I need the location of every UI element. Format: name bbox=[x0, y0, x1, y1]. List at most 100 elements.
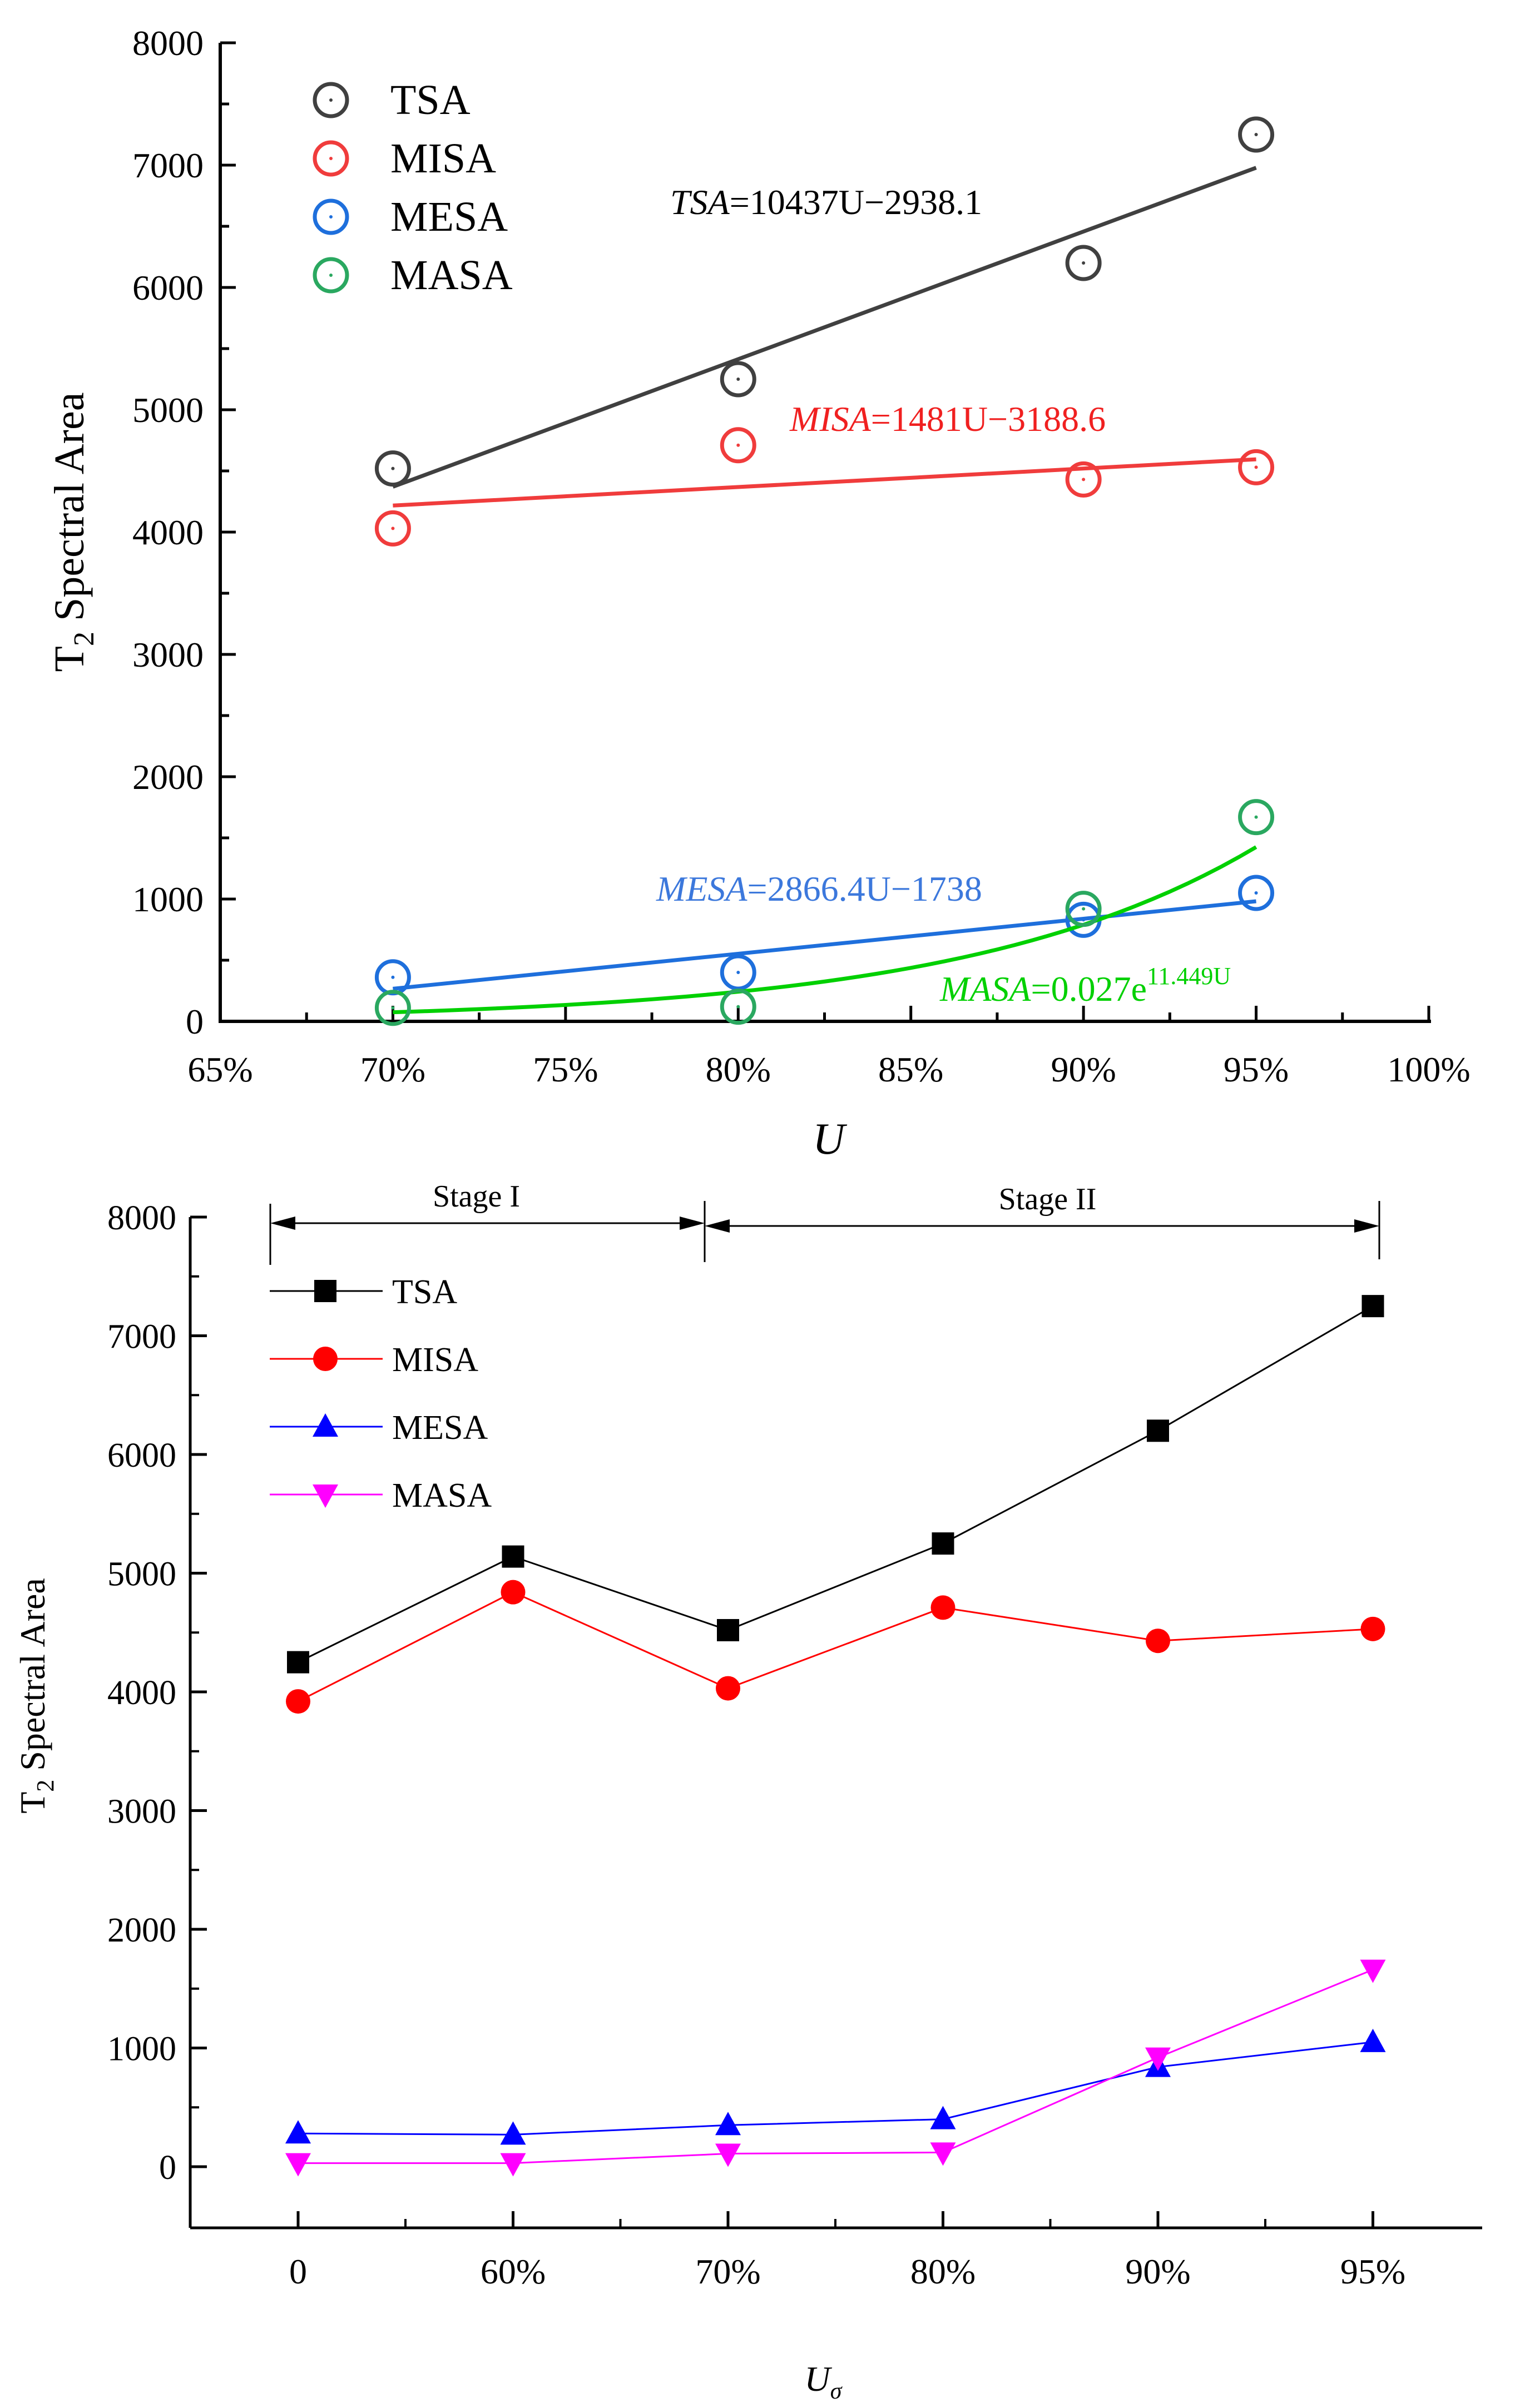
series-line-misa bbox=[298, 1591, 1373, 1702]
data-point-mesa bbox=[1360, 2028, 1386, 2052]
arrow-right-icon bbox=[680, 1217, 705, 1230]
fit-equation-masa: MASA=0.027e11.449U bbox=[939, 962, 1231, 1009]
legend-label: TSA bbox=[390, 77, 471, 123]
data-point-masa bbox=[1065, 891, 1102, 927]
data-point-center bbox=[1082, 918, 1086, 922]
data-point-misa bbox=[1146, 1628, 1170, 1654]
y-axis-label: T2 Spectral Area bbox=[13, 1578, 59, 1814]
legend-marker-mesa bbox=[313, 1413, 338, 1437]
data-point-tsa bbox=[1147, 1419, 1169, 1442]
legend-label: MESA bbox=[390, 193, 508, 240]
data-point-center bbox=[1082, 261, 1086, 265]
series-line-masa bbox=[298, 1969, 1374, 2164]
y-tick-label: 0 bbox=[186, 1002, 204, 1041]
data-point-mesa bbox=[500, 2121, 526, 2145]
legend-marker-masa bbox=[313, 257, 349, 294]
data-point-masa bbox=[715, 2143, 741, 2167]
equation-text: 11.449U bbox=[1147, 962, 1231, 990]
data-point-center bbox=[1254, 465, 1258, 469]
data-point-center bbox=[1082, 907, 1086, 911]
equation-text: =0.027e bbox=[1031, 969, 1147, 1009]
x-tick-label: 65% bbox=[187, 1050, 252, 1089]
equation-text: MESA bbox=[656, 869, 747, 908]
legend-marker-center bbox=[329, 215, 333, 219]
legend-marker-center bbox=[329, 157, 333, 160]
series-line-mesa bbox=[298, 2041, 1373, 2136]
data-point-masa bbox=[285, 2153, 311, 2177]
data-point-center bbox=[1082, 478, 1086, 481]
data-point-masa bbox=[1145, 2047, 1171, 2071]
y-tick-label: 6000 bbox=[107, 1437, 176, 1474]
legend-marker-tsa bbox=[313, 82, 349, 118]
data-point-tsa bbox=[717, 1618, 739, 1641]
data-point-center bbox=[736, 971, 740, 974]
legend-label: MISA bbox=[390, 135, 496, 182]
data-point-center bbox=[736, 378, 740, 381]
y-tick-label: 4000 bbox=[107, 1674, 176, 1712]
legend-marker-misa bbox=[313, 1347, 338, 1371]
x-tick-label: 0 bbox=[289, 2252, 307, 2291]
fit-line-masa bbox=[393, 845, 1257, 1015]
y-tick-label: 7000 bbox=[107, 1318, 176, 1356]
data-point-misa bbox=[501, 1580, 526, 1605]
x-tick-label: 80% bbox=[910, 2252, 976, 2291]
arrow-left-icon bbox=[705, 1219, 730, 1233]
data-point-masa bbox=[1238, 799, 1275, 836]
equation-text: MISA bbox=[789, 399, 872, 439]
x-tick-label: 75% bbox=[533, 1050, 598, 1089]
legend-marker-masa bbox=[313, 1484, 338, 1508]
legend-label: MASA bbox=[392, 1477, 492, 1515]
data-point-masa bbox=[374, 990, 411, 1026]
legend-label: MASA bbox=[390, 252, 513, 299]
stage-label: Stage II bbox=[999, 1182, 1097, 1217]
x-axis-label: U bbox=[813, 1115, 848, 1164]
fit-line-tsa bbox=[392, 166, 1257, 489]
data-point-mesa bbox=[715, 2112, 741, 2136]
data-point-misa bbox=[720, 427, 756, 464]
legend-marker-tsa bbox=[314, 1280, 336, 1302]
data-point-center bbox=[736, 1005, 740, 1009]
data-point-misa bbox=[716, 1676, 740, 1701]
y-tick-label: 5000 bbox=[132, 390, 204, 430]
data-point-center bbox=[1254, 815, 1258, 819]
y-tick-label: 2000 bbox=[132, 757, 204, 797]
data-point-tsa bbox=[720, 361, 756, 398]
y-tick-label: 6000 bbox=[132, 268, 204, 307]
fit-equation-misa: MISA=1481U−3188.6 bbox=[789, 399, 1106, 439]
data-point-mesa bbox=[930, 2106, 956, 2129]
x-tick-label: 70% bbox=[695, 2252, 760, 2291]
data-point-misa bbox=[1238, 449, 1275, 485]
legend-marker-center bbox=[329, 274, 333, 277]
data-point-misa bbox=[286, 1689, 310, 1714]
data-point-masa bbox=[500, 2153, 526, 2177]
arrow-left-icon bbox=[270, 1217, 295, 1230]
data-point-misa bbox=[374, 510, 411, 547]
fit-equation-mesa: MESA=2866.4U−1738 bbox=[656, 869, 982, 908]
data-point-mesa bbox=[1238, 875, 1275, 911]
x-tick-label: 85% bbox=[878, 1050, 943, 1089]
equation-text: =1481U−3188.6 bbox=[871, 399, 1106, 439]
data-point-misa bbox=[1065, 461, 1102, 498]
legend-label: MISA bbox=[392, 1341, 478, 1379]
y-tick-label: 3000 bbox=[132, 635, 204, 674]
x-tick-label: 90% bbox=[1051, 1050, 1116, 1089]
series-line-tsa bbox=[298, 1305, 1374, 1663]
equation-text: =10437U−2938.1 bbox=[730, 182, 982, 222]
y-tick-label: 4000 bbox=[132, 513, 204, 552]
legend-label: MESA bbox=[392, 1409, 488, 1447]
data-point-misa bbox=[930, 1595, 955, 1620]
data-point-tsa bbox=[1238, 116, 1275, 153]
x-axis-label: Uσ bbox=[805, 2359, 843, 2404]
y-tick-label: 0 bbox=[159, 2149, 176, 2187]
arrow-right-icon bbox=[1354, 1219, 1379, 1233]
y-tick-label: 1000 bbox=[107, 2030, 176, 2068]
fit-equation-tsa: TSA=10437U−2938.1 bbox=[670, 182, 982, 222]
data-point-center bbox=[1254, 133, 1258, 136]
y-tick-label: 8000 bbox=[107, 1199, 176, 1237]
equation-text: =2866.4U−1738 bbox=[747, 869, 982, 908]
data-point-center bbox=[391, 466, 395, 470]
y-tick-label: 7000 bbox=[132, 146, 204, 185]
equation-text: TSA bbox=[670, 182, 730, 222]
equation-text: MASA bbox=[939, 969, 1031, 1009]
